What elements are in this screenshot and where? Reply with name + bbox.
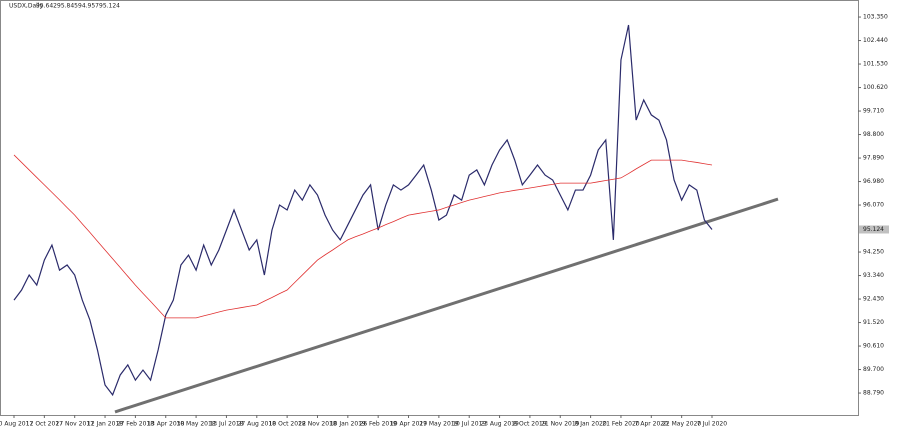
x-tick-label: 30 May 2018 bbox=[177, 421, 216, 428]
x-tick-label: 21 Feb 2020 bbox=[602, 421, 640, 428]
ohlc-value: 95.845 bbox=[57, 3, 78, 10]
x-tick-label: 7 Jul 2020 bbox=[697, 421, 727, 428]
y-tick-label: 89.700 bbox=[863, 366, 884, 373]
x-tick-label: 10 Jan 2019 bbox=[330, 421, 366, 428]
x-tick-label: 12 Oct 2017 bbox=[26, 421, 63, 428]
plot-frame bbox=[0, 0, 859, 416]
current-price-box bbox=[859, 225, 889, 234]
ohlc-value: 95.642 bbox=[36, 3, 57, 10]
y-tick-label: 91.520 bbox=[863, 319, 884, 326]
y-tick-label: 92.430 bbox=[863, 296, 884, 303]
x-tick-label: 27 Nov 2017 bbox=[55, 421, 94, 428]
x-tick-label: 10 Oct 2018 bbox=[269, 421, 306, 428]
y-tick-label: 102.440 bbox=[863, 37, 888, 44]
x-tick-label: 8 Jan 2020 bbox=[575, 421, 607, 428]
ohlc-value: 95.124 bbox=[99, 3, 120, 10]
y-tick-label: 88.790 bbox=[863, 390, 884, 397]
y-tick-label: 98.800 bbox=[863, 131, 884, 138]
x-tick-label: 7 Apr 2020 bbox=[635, 421, 668, 428]
y-tick-label: 99.710 bbox=[863, 108, 884, 115]
chart-title: USDX,Daily bbox=[9, 3, 43, 10]
x-tick-label: 22 Nov 2018 bbox=[298, 421, 337, 428]
x-tick-label: 27 Feb 2018 bbox=[117, 421, 155, 428]
current-price-label: 95.124 bbox=[863, 226, 884, 233]
x-tick-label: 26 Feb 2019 bbox=[360, 421, 398, 428]
x-tick-label: 27 May 2019 bbox=[419, 421, 458, 428]
x-tick-label: 21 Nov 2019 bbox=[541, 421, 580, 428]
y-tick-label: 96.070 bbox=[863, 202, 884, 209]
price-line bbox=[13, 24, 713, 397]
ohlc-values: 95.642 95.845 94.957 95.124 bbox=[36, 3, 120, 10]
y-tick-label: 94.250 bbox=[863, 249, 884, 256]
trendline bbox=[114, 197, 779, 414]
y-tick-label: 97.890 bbox=[863, 155, 884, 162]
moving-average bbox=[13, 154, 713, 319]
x-tick-label: 8 Oct 2019 bbox=[513, 421, 546, 428]
ohlc-value: 94.957 bbox=[78, 3, 99, 10]
x-tick-label: 22 May 2020 bbox=[662, 421, 701, 428]
y-tick-label: 103.350 bbox=[863, 14, 888, 21]
y-tick-label: 101.530 bbox=[863, 61, 888, 68]
y-tick-label: 90.610 bbox=[863, 343, 884, 350]
x-tick-label: 12 Jan 2018 bbox=[87, 421, 123, 428]
x-tick-label: 13 Apr 2018 bbox=[147, 421, 184, 428]
x-tick-label: 13 Jul 2018 bbox=[209, 421, 243, 428]
x-tick-label: 10 Apr 2019 bbox=[390, 421, 427, 428]
y-tick-label: 93.340 bbox=[863, 272, 884, 279]
y-tick-label: 96.980 bbox=[863, 178, 884, 185]
y-tick-label: 100.620 bbox=[863, 84, 888, 91]
x-tick-label: 10 Jul 2019 bbox=[452, 421, 486, 428]
x-tick-label: 27 Aug 2018 bbox=[238, 421, 277, 428]
x-tick-label: 30 Aug 2017 bbox=[0, 421, 33, 428]
x-tick-label: 23 Aug 2019 bbox=[480, 421, 519, 428]
